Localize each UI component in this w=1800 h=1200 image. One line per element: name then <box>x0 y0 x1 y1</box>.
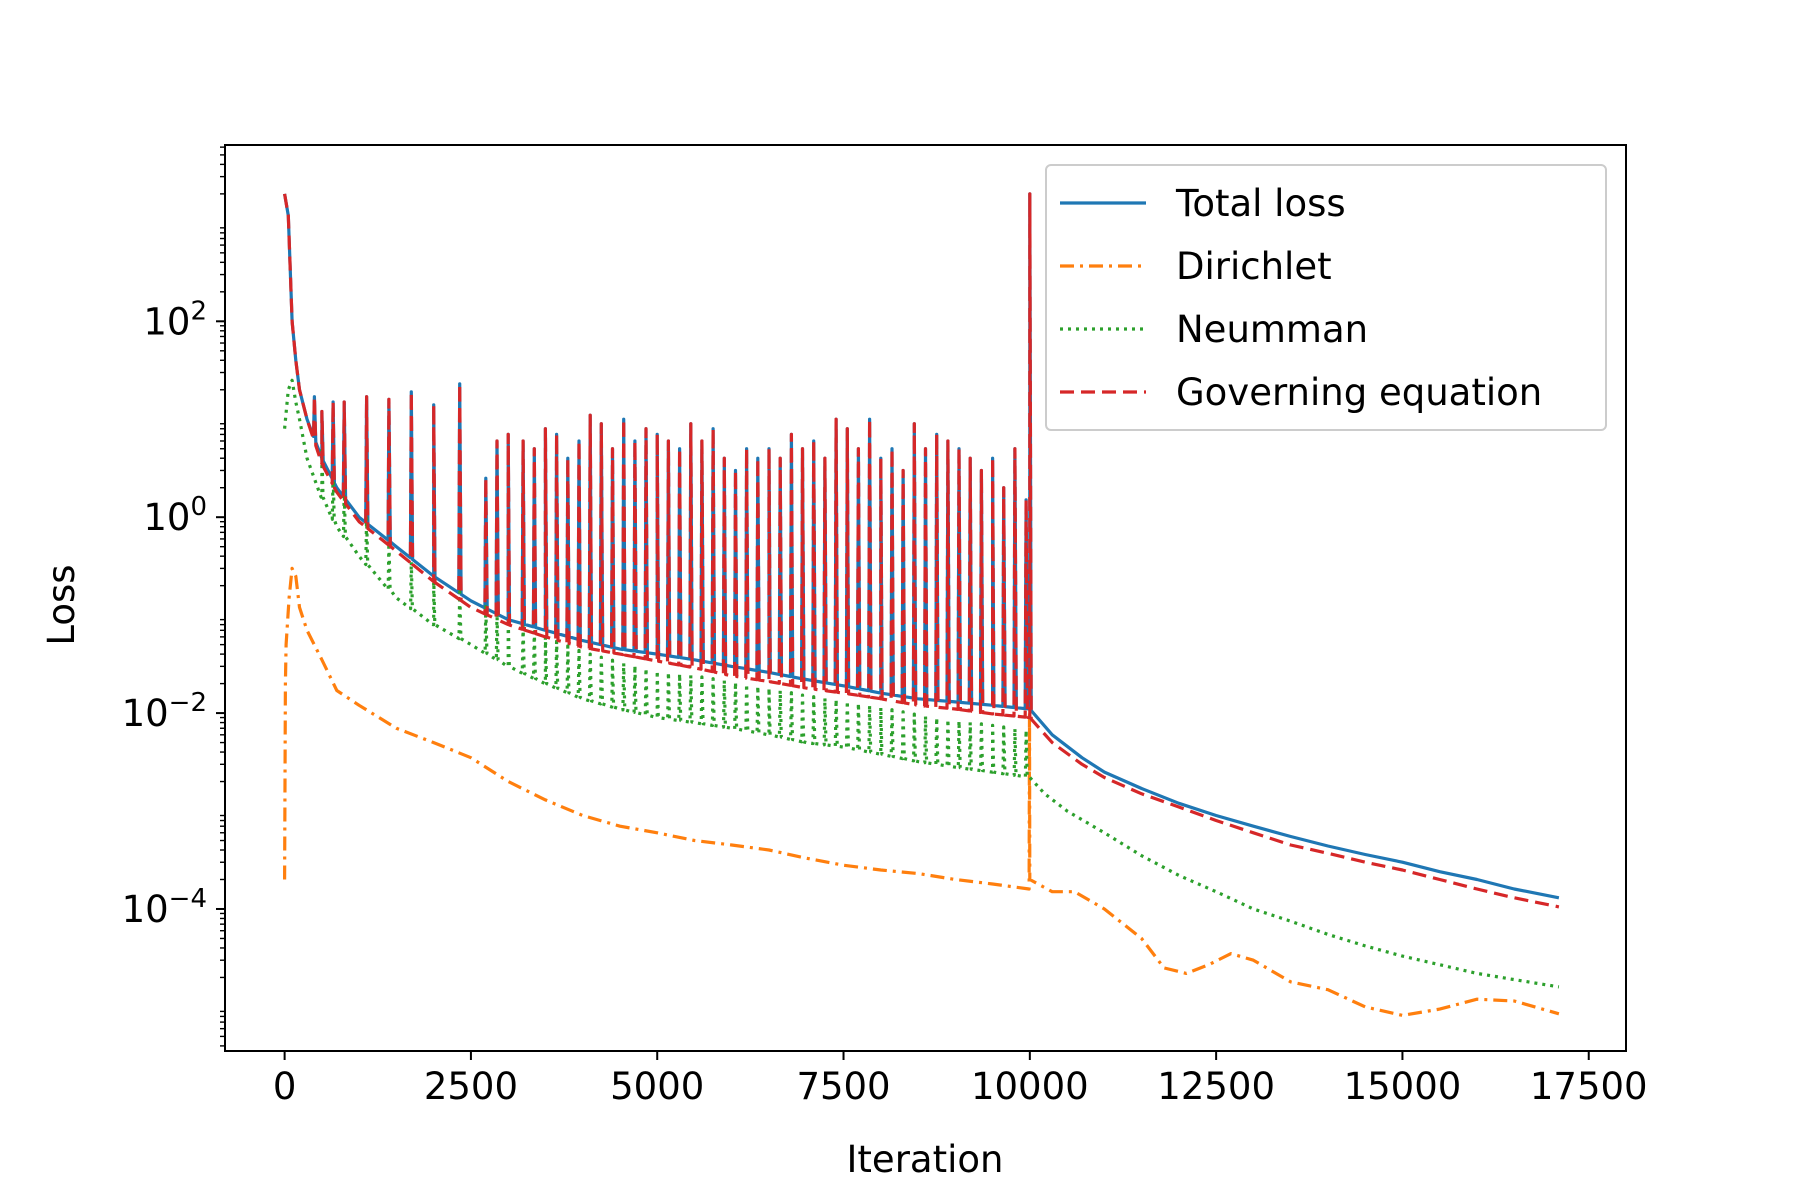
y-axis: 10−4 10−2 100 102 <box>122 146 225 1047</box>
y-tick-label: 100 <box>143 492 207 539</box>
y-axis-title: Loss <box>40 564 83 645</box>
x-tick-label: 10000 <box>971 1065 1089 1108</box>
legend-label: Dirichlet <box>1176 245 1332 288</box>
y-tick-label: 10−4 <box>122 884 207 931</box>
x-tick-label: 7500 <box>796 1065 890 1108</box>
y-tick-label: 10−2 <box>122 688 207 735</box>
legend-label: Neumman <box>1176 308 1368 351</box>
y-tick-label: 102 <box>143 296 207 343</box>
legend-label: Total loss <box>1175 182 1346 225</box>
plot-frame <box>224 144 1627 1052</box>
x-tick-label: 17500 <box>1530 1065 1648 1108</box>
x-tick-label: 12500 <box>1157 1065 1275 1108</box>
legend-label: Governing equation <box>1176 371 1542 414</box>
x-axis-title: Iteration <box>847 1138 1004 1181</box>
x-tick-label: 2500 <box>424 1065 518 1108</box>
x-tick-label: 15000 <box>1344 1065 1462 1108</box>
x-tick-label: 5000 <box>610 1065 704 1108</box>
x-tick-label: 0 <box>273 1065 297 1108</box>
series-line-neumman <box>283 378 1560 989</box>
series-layer <box>283 192 1560 1017</box>
legend-box <box>1045 164 1607 431</box>
series-line-governing-equation <box>283 192 1560 909</box>
legend: Total loss Dirichlet Neumman Governing equa… <box>1045 164 1607 431</box>
x-axis: 0 2500 5000 7500 10000 12500 15000 17500 <box>273 1051 1648 1108</box>
